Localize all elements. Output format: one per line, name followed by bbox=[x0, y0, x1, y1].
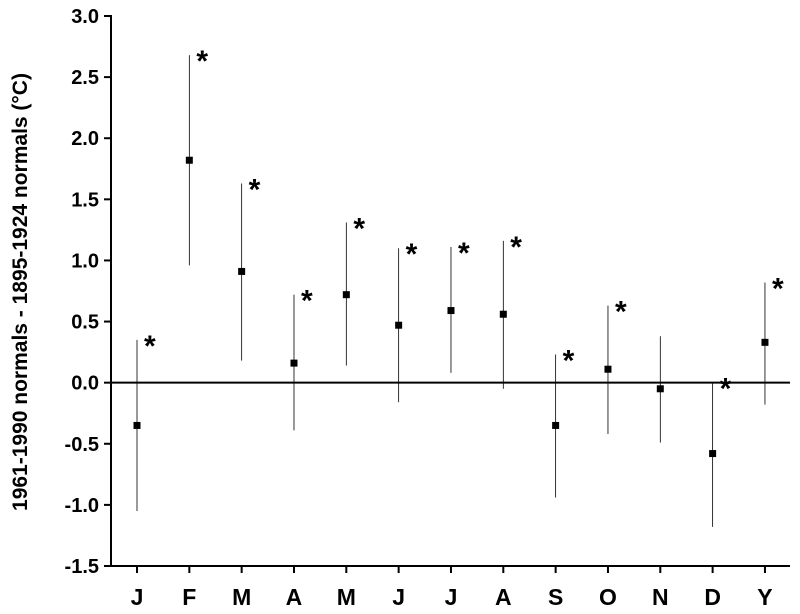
significance-marker: * bbox=[510, 231, 522, 264]
y-axis-label: 1961-1990 normals - 1895-1924 normals (°… bbox=[9, 73, 32, 511]
x-tick-label: O bbox=[599, 584, 617, 610]
significance-marker: * bbox=[353, 213, 365, 246]
y-tick-label: -1.0 bbox=[65, 495, 99, 517]
data-point bbox=[238, 267, 246, 275]
data-point bbox=[447, 307, 455, 315]
y-ticks: -1.5 -1.0 -0.5 0.0 0.5 1.0 1.5 2.0 2.5 3.0 bbox=[65, 6, 111, 578]
significance-marker: * bbox=[615, 296, 627, 329]
y-tick-label: 2.5 bbox=[71, 67, 99, 89]
x-tick-label: A bbox=[495, 584, 512, 610]
significance-marker: * bbox=[458, 237, 470, 270]
x-tick-label: D bbox=[704, 584, 721, 610]
data-point bbox=[185, 156, 193, 164]
error-bars bbox=[136, 55, 766, 527]
y-tick-label: 1.5 bbox=[71, 189, 99, 211]
significance-marker: * bbox=[563, 345, 575, 378]
y-tick-label: 3.0 bbox=[71, 6, 99, 28]
y-tick-label: 0.0 bbox=[71, 373, 99, 395]
plot-frame bbox=[110, 15, 790, 567]
x-tick-label: J bbox=[131, 584, 144, 610]
significance-marker: * bbox=[772, 272, 784, 305]
x-tick-label: N bbox=[652, 584, 669, 610]
x-tick-label: M bbox=[337, 584, 356, 610]
data-point bbox=[709, 450, 717, 458]
x-tick-label: M bbox=[232, 584, 251, 610]
x-tick-label: Y bbox=[757, 584, 772, 610]
data-point bbox=[290, 359, 298, 367]
data-point bbox=[133, 421, 141, 429]
y-tick-label: 1.0 bbox=[71, 250, 99, 272]
significance-marker: * bbox=[144, 330, 156, 363]
y-tick-label: -1.5 bbox=[65, 556, 99, 578]
data-point bbox=[761, 338, 769, 346]
x-tick-label: A bbox=[286, 584, 303, 610]
significance-marker: * bbox=[720, 373, 732, 406]
significance-marker: * bbox=[249, 173, 261, 206]
data-point bbox=[552, 421, 560, 429]
y-tick-label: 2.0 bbox=[71, 128, 99, 150]
x-tick-label: S bbox=[548, 584, 563, 610]
significance-marker: * bbox=[406, 238, 418, 271]
y-tick-label: -0.5 bbox=[65, 434, 99, 456]
data-point bbox=[656, 385, 664, 393]
x-tick-label: F bbox=[182, 584, 196, 610]
significance-marker: * bbox=[301, 285, 313, 318]
significance-marker: * bbox=[196, 45, 208, 78]
data-point bbox=[604, 365, 612, 373]
points bbox=[133, 156, 769, 458]
data-point bbox=[499, 310, 507, 318]
x-tick-label: J bbox=[445, 584, 458, 610]
data-point bbox=[342, 291, 350, 299]
significance-markers: * * * * * * * * * * * * bbox=[144, 45, 784, 406]
data-point bbox=[395, 321, 403, 329]
y-tick-label: 0.5 bbox=[71, 312, 99, 334]
x-tick-label: J bbox=[392, 584, 405, 610]
